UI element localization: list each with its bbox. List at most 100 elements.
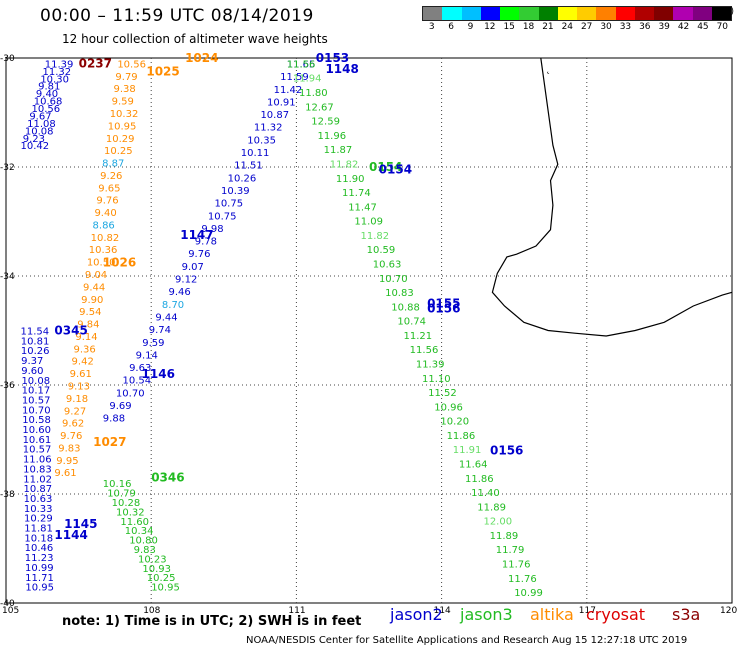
color-swatches [422,6,732,21]
wave-height-value: 9.65 [98,183,120,194]
wave-height-value: 11.09 [354,217,383,228]
track-time-label: 0153 [316,51,349,65]
wave-height-value: 8.87 [102,159,124,170]
wave-height-value: 10.88 [391,302,420,313]
wave-height-value: 9.14 [75,332,97,343]
wave-height-value: 9.60 [21,366,43,377]
legend-cryosat: cryosat [586,605,646,624]
longitude-label: 105 [2,606,19,616]
australia-coastline [491,57,733,337]
scale-swatch [480,7,500,20]
pass-time-label: 1145 [64,517,97,531]
legend-altika: altika [530,605,574,624]
wave-height-value: 10.50 [87,258,116,269]
wave-height-value: 10.08 [25,126,54,137]
wave-height-value: 10.61 [23,435,52,446]
pass-time-label: 1144 [54,528,87,542]
wave-height-value: 10.75 [208,211,237,222]
scale-swatch [538,7,558,20]
wave-height-value: 10.28 [112,498,141,509]
credit-line: NOAA/NESDIS Center for Satellite Applica… [246,635,688,646]
wave-height-value: 11.32 [43,67,72,78]
wave-height-value: 9.78 [195,237,217,248]
wave-height-value: 9.61 [70,369,92,380]
wave-height-value: 9.83 [58,443,80,454]
wave-height-value: 10.16 [103,479,132,490]
wave-height-value: 11.96 [317,131,346,142]
scale-tick-label: 3 [428,22,435,32]
wave-height-value: 11.86 [465,474,494,485]
map-frame [5,57,733,604]
wave-height-value: 11.10 [422,374,451,385]
wave-height-value: 10.96 [434,402,463,413]
wave-height-value: 9.37 [21,356,43,367]
track-time-label: 0237 [79,56,112,70]
track-time-label: 0345 [54,324,87,338]
wave-height-value: 10.99 [514,588,543,599]
wave-height-value: 9.38 [114,84,136,95]
wave-height-value: 10.83 [385,288,414,299]
wave-height-value: 9.98 [201,224,223,235]
scale-tick-label: 70 [716,22,729,32]
wave-height-value: 11.76 [508,574,537,585]
scale-swatch [634,7,654,20]
wave-height-value: 9.67 [29,111,51,122]
scale-swatch [442,7,462,20]
wave-height-value: 11.23 [25,553,54,564]
wave-height-value: 10.75 [214,199,243,210]
latitude-label: -38 [0,490,15,500]
wave-height-value: 10.23 [138,554,167,565]
latitude-label: -30 [0,54,15,64]
wave-height-value: 9.76 [96,196,118,207]
footnote: note: 1) Time is in UTC; 2) SWH is in fe… [62,614,362,629]
pass-time-label: 1147 [180,228,213,242]
wave-height-value: 9.59 [112,97,134,108]
wave-height-value: 10.95 [25,583,54,594]
wave-height-value: 9.26 [100,171,122,182]
wave-height-value: 9.44 [83,282,105,293]
scale-ticks: 3 6 9 12 15 18 21 24 27 30 33 36 39 42 45 70 [422,21,732,33]
latitude-label: -40 [0,599,15,609]
wave-height-value: 10.70 [116,388,145,399]
wave-height-value: 10.46 [25,543,54,554]
wave-height-value: 10.29 [24,514,53,525]
wave-height-value: 10.56 [117,59,146,70]
wave-height-value: 10.25 [147,573,176,584]
scale-tick-label: 33 [619,22,632,32]
wave-height-value: 12.00 [483,517,512,528]
wave-height-value: 11.90 [336,174,365,185]
legend-jason3: jason3 [460,605,513,624]
wave-height-value: 10.56 [32,104,61,115]
latitude-label: -34 [0,272,15,282]
wave-height-value: 9.23 [23,134,45,145]
scale-tick-label: 42 [677,22,690,32]
wave-height-value: 9.63 [129,363,151,374]
wave-height-value: 11.80 [299,88,328,99]
wave-height-value: 11.56 [287,59,316,70]
wave-height-value: 10.17 [22,386,51,397]
track-altika-1024: 102410.569.799.389.5910.3210.9510.2910.2… [54,51,218,479]
wave-height-value: 11.60 [120,517,149,528]
pass-time-label: 1027 [93,435,126,449]
scale-tick-label: 24 [561,22,574,32]
wave-height-value: 9.61 [54,468,76,479]
wave-height-value: 9.13 [68,381,90,392]
wave-height-value: 9.90 [81,295,103,306]
wave-height-value: 10.83 [23,464,52,475]
scale-swatch [711,7,731,20]
wave-height-color-scale: 3 6 9 12 15 18 21 24 27 30 33 36 39 42 45 70 (ft) [422,6,734,33]
wave-height-value: 10.70 [22,405,51,416]
wave-height-value: 11.65 [287,59,316,70]
track-time-label: 0346 [151,471,184,485]
wave-height-value: 10.57 [23,445,52,456]
wave-height-value: 9.44 [155,312,177,323]
wave-height-value: 10.42 [21,141,50,152]
longitude-label: 114 [434,606,451,616]
wave-height-value: 10.60 [22,425,51,436]
scale-swatch [692,7,712,20]
wave-height-value: 9.76 [60,431,82,442]
wave-height-value: 10.63 [373,259,402,270]
wave-height-value: 9.42 [72,357,94,368]
wave-height-value: 11.47 [348,202,377,213]
track-jason3-0346: 0346 10.1610.7910.2810.3211.6010.3410.809… [103,471,185,594]
